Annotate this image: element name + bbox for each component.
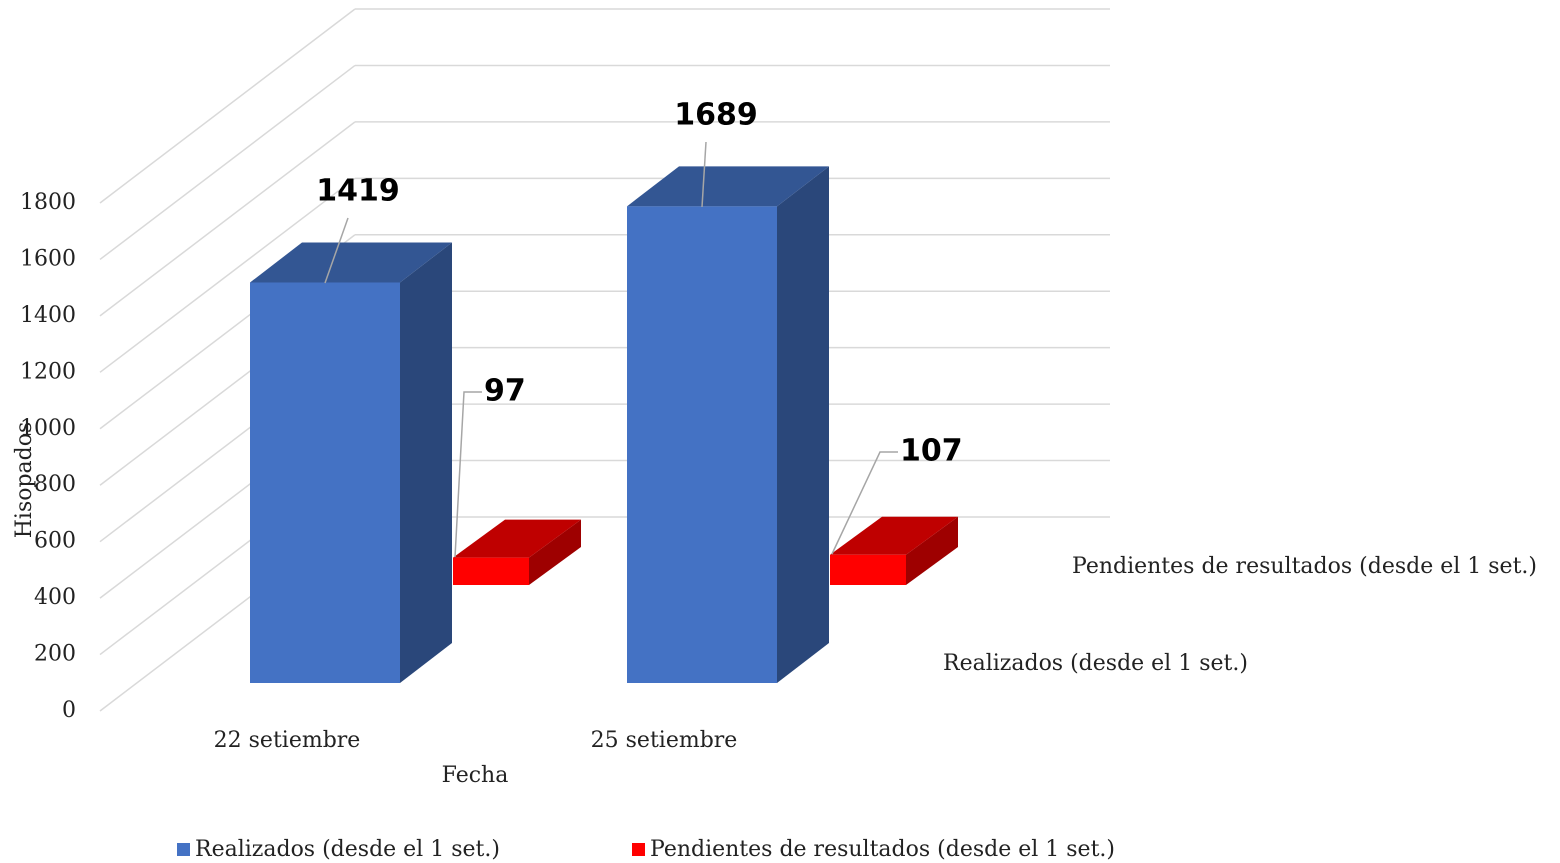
legend-label: Pendientes de resultados (desde el 1 set… — [650, 837, 1115, 862]
data-label: 1689 — [674, 98, 758, 133]
series-axis-label: Realizados (desde el 1 set.) — [943, 651, 1248, 676]
legend-label: Realizados (desde el 1 set.) — [195, 837, 500, 862]
y-tick-label: 800 — [34, 472, 76, 497]
data-label: 107 — [900, 434, 963, 469]
bar-front — [627, 206, 777, 683]
grid-line — [99, 121, 356, 317]
data-label: 97 — [484, 374, 526, 409]
bar-side — [529, 519, 581, 585]
bar-side — [400, 242, 452, 683]
y-tick-label: 1200 — [20, 359, 76, 384]
y-tick-label: 200 — [34, 642, 76, 667]
bar — [830, 516, 958, 585]
bar-side — [777, 166, 829, 683]
y-tick-label: 600 — [34, 529, 76, 554]
leader-line — [454, 391, 482, 558]
bar — [627, 166, 829, 683]
bar — [453, 519, 581, 585]
x-tick-label: 25 setiembre — [591, 728, 738, 753]
grid-line — [99, 8, 356, 204]
legend-swatch — [632, 843, 645, 856]
bar-top — [453, 519, 581, 558]
y-tick-label: 1600 — [20, 246, 76, 271]
bar-top — [250, 242, 452, 283]
bar-top — [627, 166, 829, 207]
grid-line — [99, 177, 356, 373]
bar-side — [906, 516, 958, 585]
bar — [250, 242, 452, 683]
y-tick-label: 1400 — [20, 303, 76, 328]
grid-line — [99, 64, 356, 261]
y-tick-label: 0 — [62, 698, 76, 723]
leader-line — [701, 141, 707, 208]
leader-line — [831, 451, 898, 555]
data-label: 1419 — [316, 174, 400, 209]
bar-front — [830, 554, 906, 585]
x-axis-title: Fecha — [442, 763, 509, 788]
y-tick-label: 400 — [34, 585, 76, 610]
y-axis-title: Hisopados — [12, 422, 37, 539]
legend-swatch — [177, 843, 190, 856]
series-axis-label: Pendientes de resultados (desde el 1 set… — [1072, 554, 1537, 579]
x-tick-label: 22 setiembre — [214, 728, 361, 753]
bar-front — [250, 282, 400, 683]
bar-top — [830, 516, 958, 555]
bar-front — [453, 557, 529, 585]
y-tick-label: 1800 — [20, 190, 76, 215]
leader-line — [324, 217, 349, 284]
y-tick-label: 1000 — [20, 416, 76, 441]
